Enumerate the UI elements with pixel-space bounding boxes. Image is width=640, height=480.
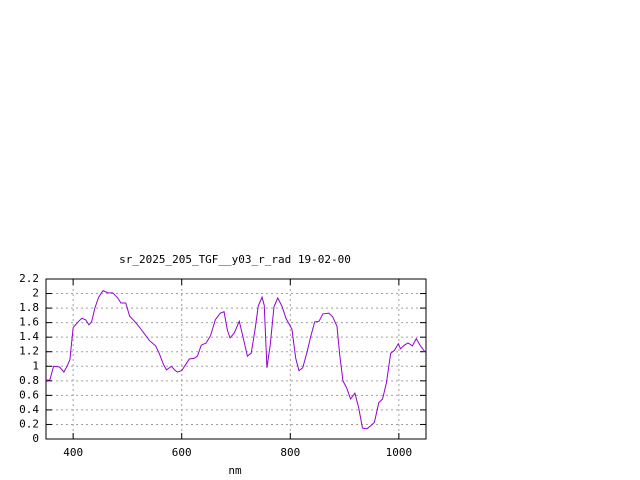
x-tick-label: 600 xyxy=(172,446,192,459)
y-tick-label: 1.4 xyxy=(19,330,39,343)
y-tick-label: 0.4 xyxy=(19,403,39,416)
y-tick-label: 0 xyxy=(32,432,39,445)
y-tick-label: 0.6 xyxy=(19,388,39,401)
y-tick-label: 2.2 xyxy=(19,272,39,285)
y-tick-label: 1 xyxy=(32,359,39,372)
y-tick-label: 1.8 xyxy=(19,301,39,314)
data-line xyxy=(46,290,425,430)
chart-title: sr_2025_205_TGF__y03_r_rad 19-02-00 xyxy=(119,253,351,266)
y-tick-label: 2 xyxy=(32,287,39,300)
x-tick-label: 400 xyxy=(63,446,83,459)
y-tick-label: 0.2 xyxy=(19,417,39,430)
y-tick-label: 0.8 xyxy=(19,374,39,387)
y-tick-label: 1.6 xyxy=(19,316,39,329)
plot-border xyxy=(45,278,427,440)
x-tick-label: 800 xyxy=(280,446,300,459)
x-axis-label: nm xyxy=(228,464,242,477)
x-tick-label: 1000 xyxy=(386,446,413,459)
y-tick-label: 1.2 xyxy=(19,345,39,358)
